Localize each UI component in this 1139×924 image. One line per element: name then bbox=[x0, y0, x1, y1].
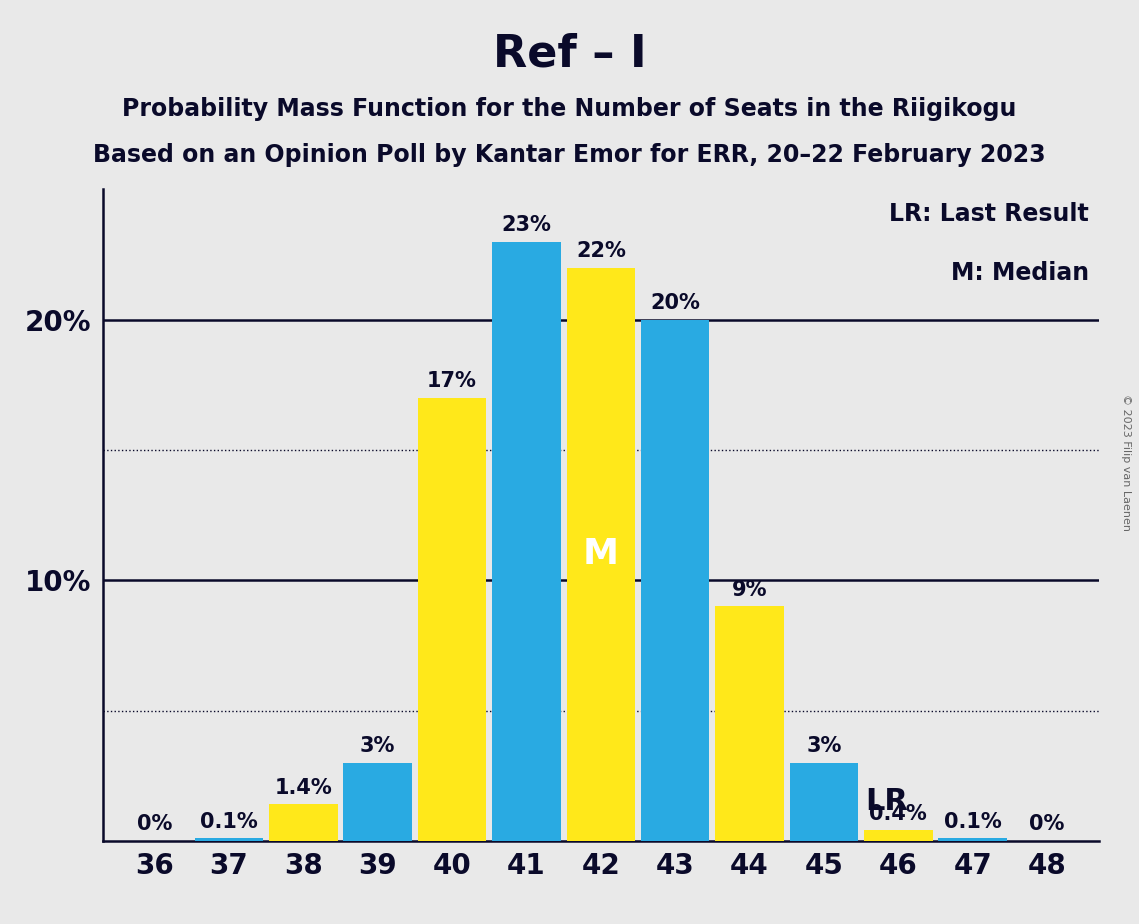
Text: 20%: 20% bbox=[650, 293, 700, 313]
Text: Probability Mass Function for the Number of Seats in the Riigikogu: Probability Mass Function for the Number… bbox=[122, 97, 1017, 121]
Bar bbox=[269, 805, 337, 841]
Text: © 2023 Filip van Laenen: © 2023 Filip van Laenen bbox=[1121, 394, 1131, 530]
Text: M: Median: M: Median bbox=[951, 261, 1089, 286]
Text: 23%: 23% bbox=[501, 215, 551, 235]
Text: 9%: 9% bbox=[732, 580, 768, 600]
Text: 1.4%: 1.4% bbox=[274, 778, 333, 797]
Text: 0.1%: 0.1% bbox=[200, 811, 257, 832]
Text: 22%: 22% bbox=[576, 241, 625, 261]
Text: 17%: 17% bbox=[427, 371, 477, 392]
Text: 0.1%: 0.1% bbox=[944, 811, 1001, 832]
Bar bbox=[195, 838, 263, 841]
Bar bbox=[715, 606, 784, 841]
Bar bbox=[789, 762, 858, 841]
Text: M: M bbox=[583, 537, 618, 571]
Bar bbox=[418, 398, 486, 841]
Text: 0%: 0% bbox=[137, 814, 172, 834]
Text: Based on an Opinion Poll by Kantar Emor for ERR, 20–22 February 2023: Based on an Opinion Poll by Kantar Emor … bbox=[93, 143, 1046, 167]
Bar bbox=[566, 268, 636, 841]
Bar bbox=[865, 831, 933, 841]
Text: 3%: 3% bbox=[360, 736, 395, 756]
Text: 0.4%: 0.4% bbox=[869, 804, 927, 824]
Text: LR: Last Result: LR: Last Result bbox=[890, 202, 1089, 226]
Text: 3%: 3% bbox=[806, 736, 842, 756]
Bar bbox=[492, 241, 560, 841]
Bar bbox=[344, 762, 412, 841]
Bar bbox=[939, 838, 1007, 841]
Text: LR: LR bbox=[865, 787, 908, 816]
Text: Ref – I: Ref – I bbox=[493, 32, 646, 76]
Bar bbox=[641, 320, 710, 841]
Text: 0%: 0% bbox=[1030, 814, 1065, 834]
